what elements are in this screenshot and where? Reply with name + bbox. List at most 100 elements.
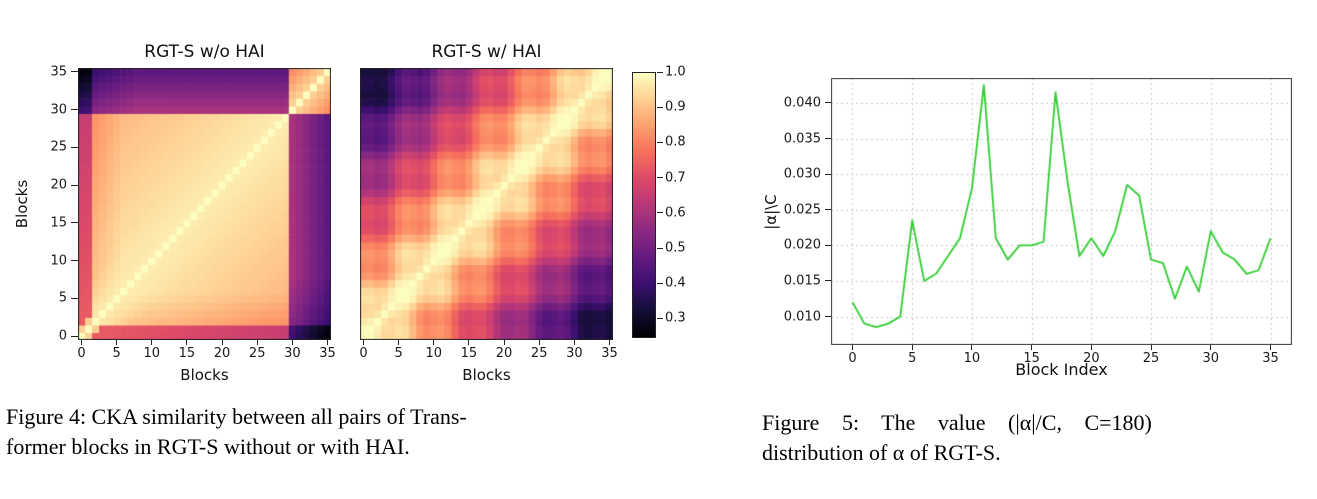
fig4-y-tick-mark bbox=[71, 335, 78, 337]
fig4-x-tick-mark bbox=[256, 340, 258, 345]
fig4-x-tick-mark bbox=[116, 340, 118, 345]
fig4-x-tick-label: 20 bbox=[495, 346, 513, 361]
fig5-y-tick-mark bbox=[825, 138, 831, 140]
fig5-x-tick-mark bbox=[1270, 345, 1271, 350]
fig5-y-tick-label: 0.040 bbox=[783, 95, 821, 111]
fig4-x-tick-mark bbox=[398, 340, 400, 345]
colorbar-tick-label: 0.4 bbox=[665, 275, 686, 291]
fig4-x-tick-label: 10 bbox=[143, 346, 161, 361]
fig4-x-tick-label: 0 bbox=[77, 346, 86, 361]
colorbar-tick-label: 1.0 bbox=[665, 64, 686, 80]
fig4-y-tick-label: 30 bbox=[50, 102, 67, 118]
fig5-x-tick-label: 10 bbox=[963, 351, 981, 366]
fig4-y-tick-mark bbox=[71, 297, 78, 299]
fig4-x-tick-label: 30 bbox=[284, 346, 301, 361]
figure-4-caption: Figure 4: CKA similarity between all pai… bbox=[6, 402, 616, 462]
fig4-y-tick-label: 35 bbox=[50, 64, 67, 80]
fig5-y-tick-mark bbox=[825, 209, 831, 211]
fig4-x-tick-label: 10 bbox=[425, 346, 443, 361]
colorbar-tick-label: 0.7 bbox=[665, 170, 686, 186]
colorbar-tick-mark bbox=[657, 141, 663, 143]
fig5-y-tick-mark bbox=[825, 102, 831, 104]
fig4-x-tick-label: 5 bbox=[394, 346, 403, 361]
colorbar-tick-mark bbox=[657, 212, 663, 214]
fig4-x-tick-mark bbox=[221, 340, 223, 345]
fig5-x-tick-mark bbox=[851, 345, 853, 350]
heatmap-wo-hai bbox=[78, 68, 331, 340]
fig4-x-tick-label: 15 bbox=[460, 346, 478, 361]
colorbar-tick-label: 0.5 bbox=[665, 240, 686, 256]
fig5-y-tick-mark bbox=[825, 316, 831, 318]
fig4-x-tick-label: 15 bbox=[178, 346, 196, 361]
fig4-x-tick-mark bbox=[503, 340, 505, 345]
fig5-x-tick-mark bbox=[971, 345, 973, 350]
fig5-x-tick-label: 5 bbox=[908, 351, 917, 366]
fig5-y-tick-label: 0.035 bbox=[783, 131, 821, 147]
fig4-x-tick-mark bbox=[186, 340, 188, 345]
fig4-x-tick-label: 35 bbox=[319, 346, 336, 361]
fig4-x-tick-mark bbox=[326, 340, 328, 345]
fig5-x-tick-mark bbox=[1210, 345, 1212, 350]
heatmap-w-hai bbox=[360, 68, 613, 340]
fig5-x-tick-label: 30 bbox=[1202, 351, 1220, 366]
fig4-x-tick-mark bbox=[151, 340, 153, 345]
fig5-y-tick-label: 0.015 bbox=[783, 273, 821, 289]
colorbar bbox=[632, 72, 656, 338]
colorbar-tick-label: 0.6 bbox=[665, 205, 686, 221]
fig4-x-tick-label: 25 bbox=[530, 346, 548, 361]
fig5-y-tick-mark bbox=[825, 280, 831, 282]
fig5-x-axis-label: Block Index bbox=[1015, 360, 1108, 379]
colorbar-tick-mark bbox=[657, 106, 663, 108]
fig4-y-tick-mark bbox=[71, 184, 78, 186]
fig5-x-tick-mark bbox=[1090, 345, 1092, 350]
fig4-x-tick-label: 5 bbox=[112, 346, 121, 361]
fig4-x-tick-mark bbox=[538, 340, 540, 345]
fig4-x-tick-label: 20 bbox=[213, 346, 231, 361]
fig4-y-tick-mark bbox=[71, 222, 78, 224]
fig5-y-tick-mark bbox=[825, 173, 831, 175]
fig4-y-tick-label: 0 bbox=[58, 328, 67, 344]
heatmap-wo-hai-title: RGT-S w/o HAI bbox=[144, 42, 265, 62]
fig5-x-tick-mark bbox=[911, 345, 913, 350]
fig4-y-tick-label: 10 bbox=[50, 253, 67, 269]
fig5-y-tick-label: 0.010 bbox=[783, 309, 821, 325]
fig4-x-axis-label-right: Blocks bbox=[462, 366, 511, 384]
fig5-y-tick-label: 0.020 bbox=[783, 237, 821, 253]
fig5-x-tick-label: 0 bbox=[848, 351, 857, 366]
fig5-y-tick-label: 0.025 bbox=[783, 202, 821, 218]
figure-5-caption: Figure 5: The value (|α|/C, C=180) distr… bbox=[762, 408, 1317, 468]
fig4-x-tick-label: 35 bbox=[601, 346, 618, 361]
fig4-y-tick-mark bbox=[71, 71, 78, 73]
figure-5-caption-line-1: Figure 5: The value (|α|/C, C=180) bbox=[762, 410, 1152, 435]
figure-4-caption-line-1: Figure 4: CKA similarity between all pai… bbox=[6, 404, 467, 429]
fig4-x-tick-mark bbox=[468, 340, 470, 345]
fig4-y-tick-mark bbox=[71, 260, 78, 262]
fig5-x-tick-mark bbox=[1031, 345, 1033, 350]
colorbar-tick-mark bbox=[657, 247, 663, 249]
fig4-y-tick-label: 25 bbox=[50, 139, 67, 155]
colorbar-tick-mark bbox=[657, 177, 663, 179]
figure-4-caption-line-2: former blocks in RGT-S without or with H… bbox=[6, 434, 410, 459]
fig5-y-tick-mark bbox=[825, 244, 831, 246]
heatmap-w-hai-title: RGT-S w/ HAI bbox=[431, 42, 542, 62]
alpha-line-chart bbox=[831, 78, 1292, 345]
fig5-y-axis-label: |α|\C bbox=[762, 194, 780, 230]
fig4-x-tick-label: 25 bbox=[248, 346, 266, 361]
fig4-x-tick-mark bbox=[608, 340, 610, 345]
fig4-x-tick-mark bbox=[433, 340, 435, 345]
colorbar-tick-label: 0.3 bbox=[665, 310, 686, 326]
colorbar-tick-label: 0.8 bbox=[665, 134, 686, 150]
colorbar-tick-mark bbox=[657, 71, 663, 73]
figure-5-caption-line-2: distribution of α of RGT-S. bbox=[762, 440, 1001, 465]
fig5-y-tick-label: 0.030 bbox=[783, 166, 821, 182]
colorbar-tick-mark bbox=[657, 282, 663, 284]
fig5-x-tick-label: 35 bbox=[1262, 351, 1279, 366]
fig4-y-tick-mark bbox=[71, 146, 78, 148]
fig5-x-tick-label: 25 bbox=[1142, 351, 1160, 366]
fig5-x-tick-mark bbox=[1150, 345, 1152, 350]
fig4-y-tick-label: 20 bbox=[50, 177, 67, 193]
fig4-x-tick-mark bbox=[81, 340, 82, 345]
fig4-x-tick-mark bbox=[291, 340, 293, 345]
fig5-x-tick-label: 20 bbox=[1083, 351, 1100, 366]
